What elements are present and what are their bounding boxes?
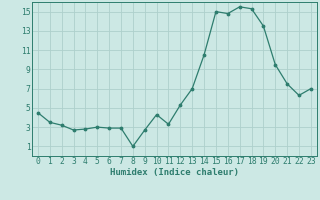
X-axis label: Humidex (Indice chaleur): Humidex (Indice chaleur) bbox=[110, 168, 239, 177]
